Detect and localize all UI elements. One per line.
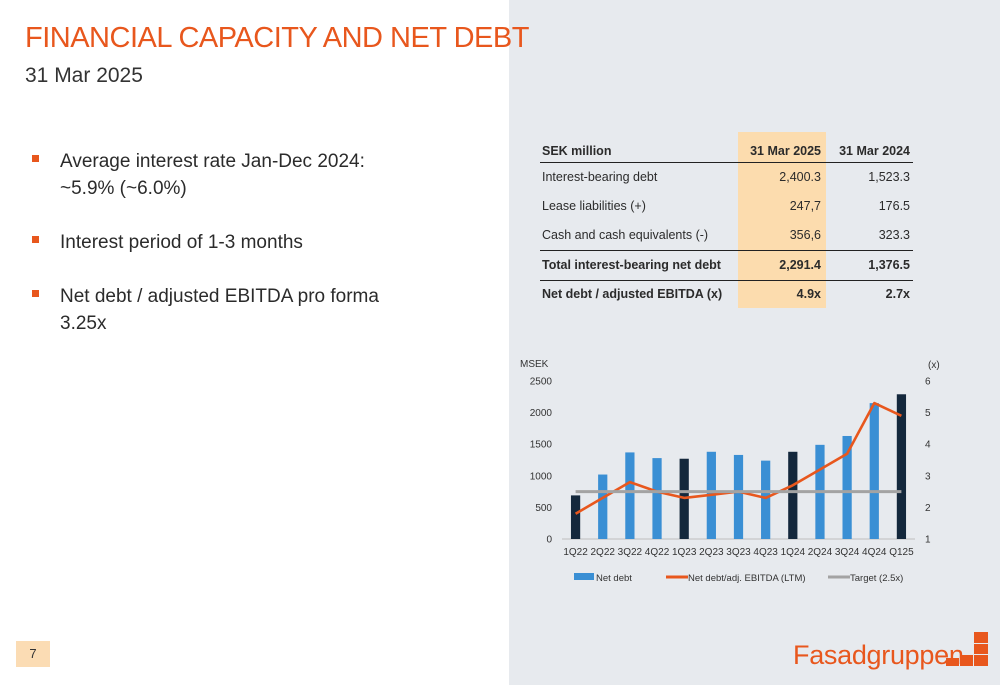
y-tick-label: 1000 (530, 471, 553, 482)
x-tick-label: 2Q23 (699, 547, 724, 558)
y2-tick-label: 5 (925, 408, 931, 419)
legend-target-label: Target (2.5x) (850, 573, 903, 584)
table-cell: 1,523.3 (868, 170, 910, 184)
y-tick-label: 2500 (530, 377, 553, 388)
net-debt-bar (869, 403, 879, 539)
table-cell: 4.9x (796, 287, 821, 301)
x-tick-label: 1Q24 (781, 547, 806, 558)
table-cell: Interest-bearing debt (542, 170, 658, 184)
y-tick-label: 0 (546, 535, 552, 546)
x-tick-label: 3Q22 (618, 547, 643, 558)
y-axis-label: MSEK (520, 359, 549, 370)
x-tick-label: 2Q22 (590, 547, 615, 558)
y-tick-label: 500 (535, 503, 552, 514)
bullet-square-icon (32, 290, 39, 297)
bullet-text: Interest period of 1-3 months (60, 232, 303, 253)
table-header: SEK million (542, 144, 612, 158)
table-cell: 247,7 (789, 199, 821, 213)
x-tick-label: 1Q22 (563, 547, 588, 558)
bullet-list: Average interest rate Jan-Dec 2024: ~5.9… (32, 148, 392, 364)
net-debt-table: SEK million 31 Mar 2025 31 Mar 2024 Inte… (540, 132, 913, 308)
table-row: Interest-bearing debt 2,400.3 1,523.3 (540, 163, 913, 192)
y2-tick-label: 1 (925, 535, 931, 546)
net-debt-bar (761, 460, 771, 539)
page-number: 7 (16, 641, 50, 667)
logo-mark-icon (946, 632, 988, 666)
x-tick-label: 3Q23 (726, 547, 751, 558)
x-tick-label: 3Q24 (835, 547, 860, 558)
net-debt-bar (625, 452, 635, 539)
table-header-row: SEK million 31 Mar 2025 31 Mar 2024 (540, 140, 913, 163)
table-cell: 2,400.3 (779, 170, 821, 184)
x-tick-label: 1Q23 (672, 547, 697, 558)
right-panel (509, 0, 1000, 685)
legend-net-debt-label: Net debt (596, 573, 632, 584)
net-debt-bar (598, 474, 608, 539)
table-cell: Total interest-bearing net debt (542, 258, 721, 272)
bullet-text: Net debt / adjusted EBITDA pro forma 3.2… (60, 286, 379, 334)
page-subtitle: 31 Mar 2025 (25, 64, 143, 87)
net-debt-bar (896, 394, 907, 539)
y2-tick-label: 2 (925, 503, 931, 514)
table-row: Cash and cash equivalents (-) 356,6 323.… (540, 221, 913, 250)
legend-net-debt-swatch (574, 573, 594, 580)
bullet-square-icon (32, 236, 39, 243)
x-tick-label: 4Q22 (645, 547, 670, 558)
bullet-square-icon (32, 155, 39, 162)
highlight-column (738, 132, 826, 308)
logo-text: Fasadgruppen (793, 640, 964, 670)
bullet-item: Interest period of 1-3 months (32, 229, 392, 256)
net-debt-bar (570, 495, 581, 539)
y2-tick-label: 4 (925, 440, 931, 451)
x-tick-label: 4Q24 (862, 547, 887, 558)
y-tick-label: 1500 (530, 440, 553, 451)
table-cell: Cash and cash equivalents (-) (542, 228, 709, 242)
table-row: Lease liabilities (+) 247,7 176.5 (540, 192, 913, 221)
x-tick-label: 2Q24 (808, 547, 833, 558)
table-row-ratio: Net debt / adjusted EBITDA (x) 4.9x 2.7x (540, 280, 913, 309)
table-cell: Lease liabilities (+) (542, 199, 646, 213)
table-cell: 176.5 (878, 199, 910, 213)
net-debt-bar (733, 454, 744, 539)
bullet-text: Average interest rate Jan-Dec 2024: ~5.9… (60, 151, 365, 199)
net-debt-bar (788, 451, 798, 539)
x-tick-label: 4Q23 (753, 547, 778, 558)
legend-ratio-label: Net debt/adj. EBITDA (LTM) (688, 573, 806, 584)
table-row-total: Total interest-bearing net debt 2,291.4 … (540, 250, 913, 281)
table-cell: 2.7x (885, 287, 910, 301)
bullet-item: Net debt / adjusted EBITDA pro forma 3.2… (32, 283, 392, 337)
table-cell: 2,291.4 (779, 258, 821, 272)
table-cell: 323.3 (878, 228, 910, 242)
page-title: FINANCIAL CAPACITY AND NET DEBT (25, 22, 529, 54)
y-tick-label: 2000 (530, 408, 553, 419)
bullet-item: Average interest rate Jan-Dec 2024: ~5.9… (32, 148, 392, 202)
y2-axis-label: (x) (928, 360, 940, 371)
table-header: 31 Mar 2025 (750, 144, 821, 158)
x-tick-label: Q125 (889, 547, 914, 558)
y2-tick-label: 6 (925, 377, 931, 388)
table-cell: Net debt / adjusted EBITDA (x) (542, 287, 723, 301)
table-cell: 1,376.5 (868, 258, 910, 272)
table-cell: 356,6 (789, 228, 821, 242)
net-debt-bar (842, 435, 852, 539)
y2-tick-label: 3 (925, 471, 931, 482)
table-header: 31 Mar 2024 (839, 144, 910, 158)
net-debt-bar (652, 458, 662, 539)
